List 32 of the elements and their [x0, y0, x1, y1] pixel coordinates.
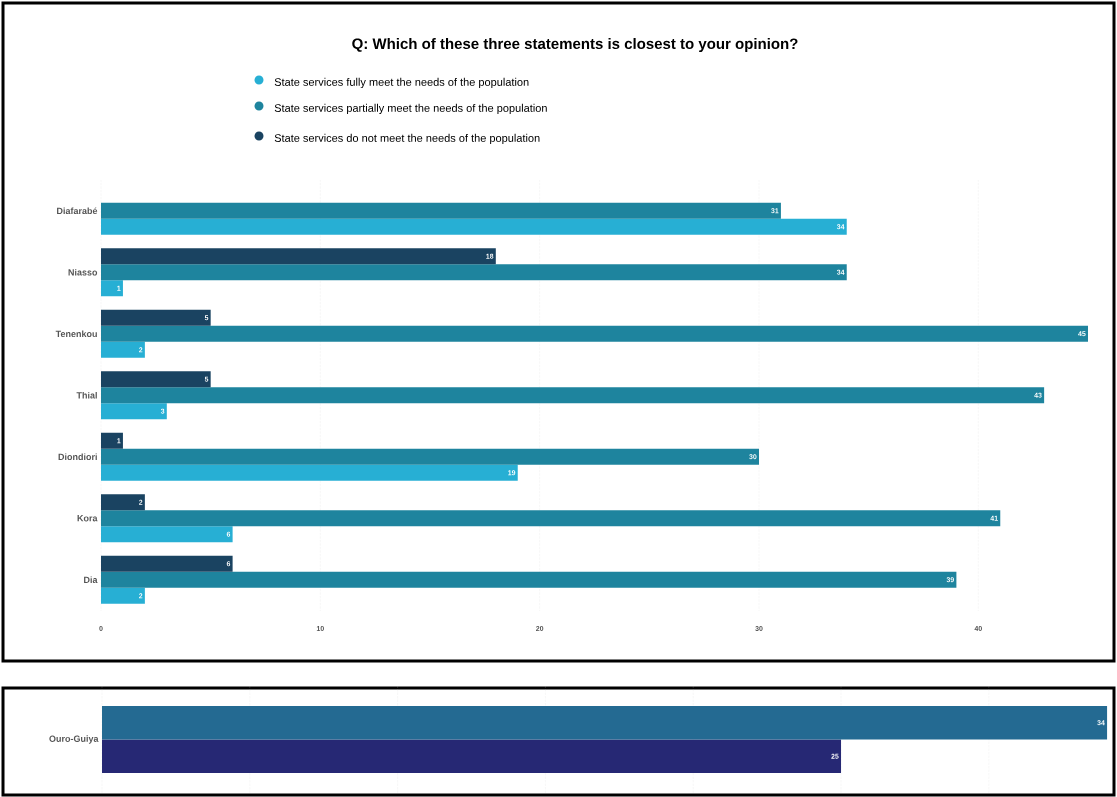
bar — [101, 587, 145, 604]
y-tick-label: Thial — [76, 391, 97, 399]
bar — [101, 494, 145, 511]
bar — [101, 555, 233, 572]
legend-label: State services partially meet the needs of the population — [274, 103, 547, 115]
bar — [101, 280, 123, 297]
y-tick-label: Tenenkou — [55, 330, 97, 338]
bar — [101, 571, 957, 588]
y-tick-label: Niasso — [68, 268, 98, 276]
y-tick-label: Ouro-Guiya — [49, 735, 99, 744]
y-tick-label: Diafarabé — [57, 207, 98, 215]
bar — [101, 403, 167, 420]
y-tick-label: Kora — [77, 515, 98, 522]
bar — [101, 202, 781, 219]
bar — [101, 432, 123, 449]
bar — [101, 387, 1045, 404]
chart-title: Q: Which of these three statements is closest to your opinion? — [352, 38, 798, 52]
legend-label: State services do not meet the needs of the population — [274, 133, 540, 145]
bar — [101, 248, 496, 265]
bar — [101, 341, 145, 358]
y-tick-label: Dia — [84, 576, 98, 584]
bar — [101, 218, 847, 235]
bar — [101, 325, 1088, 342]
bar — [101, 264, 847, 281]
y-tick-label: Diondiori — [58, 453, 97, 461]
bar — [101, 371, 211, 388]
bar — [101, 510, 1001, 527]
bar — [101, 464, 518, 481]
bar — [101, 309, 211, 326]
bar — [101, 448, 759, 465]
legend-label: State services fully meet the needs of the population — [274, 77, 529, 89]
bar — [101, 526, 233, 543]
